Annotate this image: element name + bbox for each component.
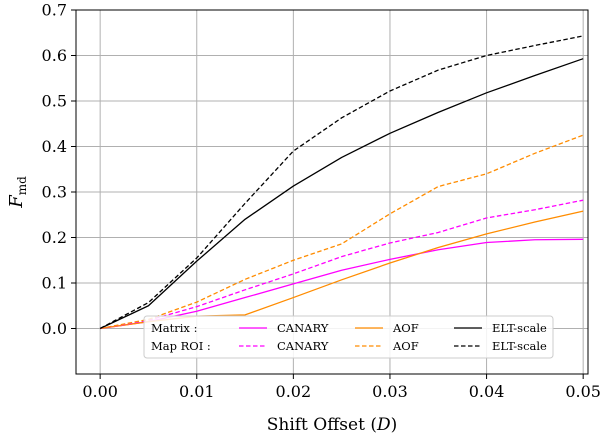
legend-entry-label: ELT-scale bbox=[492, 339, 547, 353]
series-line-canary-matrix bbox=[100, 238, 584, 330]
series-line-elt-scale-matrix bbox=[99, 58, 584, 330]
series-line-elt-scale-map-roi bbox=[99, 35, 584, 330]
legend-row-label: Matrix : bbox=[151, 321, 197, 335]
y-tick-label: 0.0 bbox=[42, 319, 67, 338]
x-axis-label: Shift Offset (D) bbox=[267, 415, 398, 435]
legend-entry-label: CANARY bbox=[277, 321, 329, 335]
y-tick-label: 0.1 bbox=[42, 274, 67, 293]
y-axis-label-main: F bbox=[6, 194, 27, 209]
legend: Matrix : Map ROI : CANARY AOF ELT-scale CANAR… bbox=[143, 315, 554, 359]
y-tick-label: 0.3 bbox=[42, 183, 67, 202]
series-line-aof-map-roi bbox=[100, 134, 584, 330]
legend-entry-label: AOF bbox=[392, 339, 419, 353]
series-lines bbox=[99, 35, 584, 330]
y-axis-label-sub: md bbox=[15, 176, 29, 195]
x-tick-label: 0.01 bbox=[179, 382, 215, 401]
x-axis-label-close: ) bbox=[391, 415, 398, 435]
axis-ticks: 0.00 0.01 0.02 0.03 0.04 0.05 0.0 0.1 0.2 0.3 0.4 0… bbox=[42, 1, 600, 402]
y-tick-label: 0.7 bbox=[42, 1, 67, 20]
x-axis-label-var: D bbox=[376, 415, 391, 435]
legend-entry-label: CANARY bbox=[277, 339, 329, 353]
x-axis-label-text: Shift Offset ( bbox=[267, 415, 377, 435]
x-tick-label: 0.03 bbox=[372, 382, 408, 401]
x-tick-label: 0.04 bbox=[469, 382, 505, 401]
legend-entry-label: ELT-scale bbox=[492, 321, 547, 335]
legend-row-label: Map ROI : bbox=[151, 339, 211, 353]
x-tick-label: 0.00 bbox=[82, 382, 118, 401]
legend-box bbox=[143, 315, 554, 359]
y-tick-label: 0.4 bbox=[42, 137, 67, 156]
legend-entry-label: AOF bbox=[392, 321, 419, 335]
x-tick-label: 0.05 bbox=[565, 382, 600, 401]
x-tick-label: 0.02 bbox=[276, 382, 312, 401]
y-tick-label: 0.6 bbox=[42, 46, 67, 65]
y-tick-label: 0.5 bbox=[42, 92, 67, 111]
series-line-canary-map-roi bbox=[100, 199, 584, 330]
y-tick-label: 0.2 bbox=[42, 228, 67, 247]
y-axis-label: Fmd bbox=[6, 176, 29, 209]
